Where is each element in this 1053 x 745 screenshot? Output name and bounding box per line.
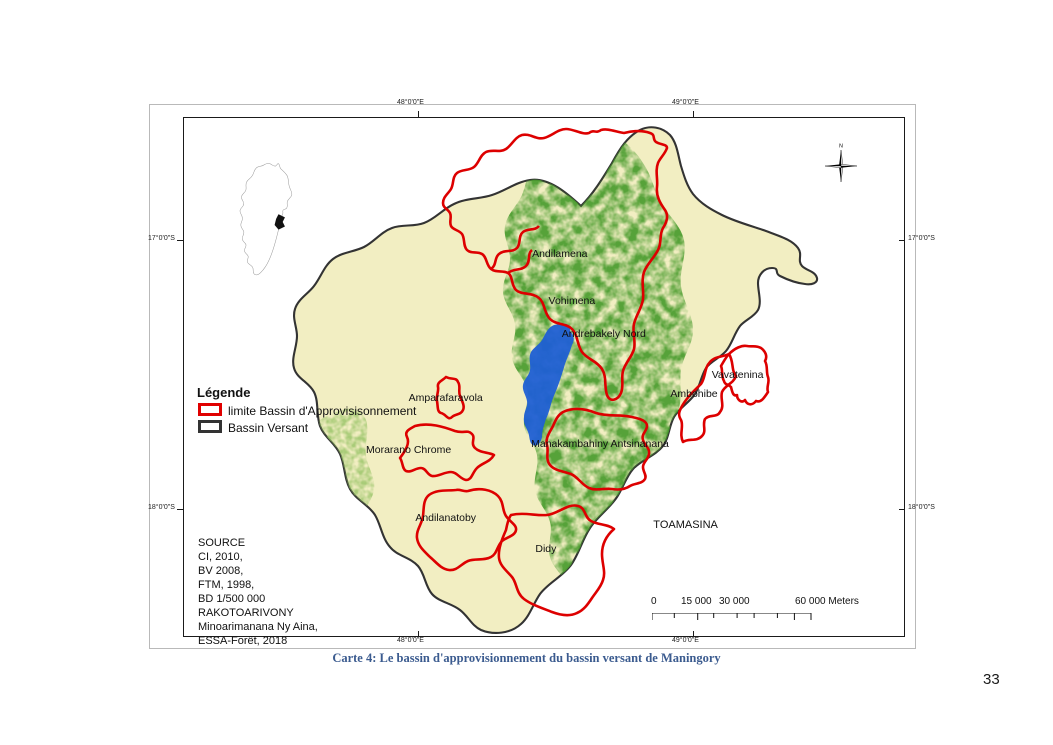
svg-text:N: N — [839, 144, 843, 150]
